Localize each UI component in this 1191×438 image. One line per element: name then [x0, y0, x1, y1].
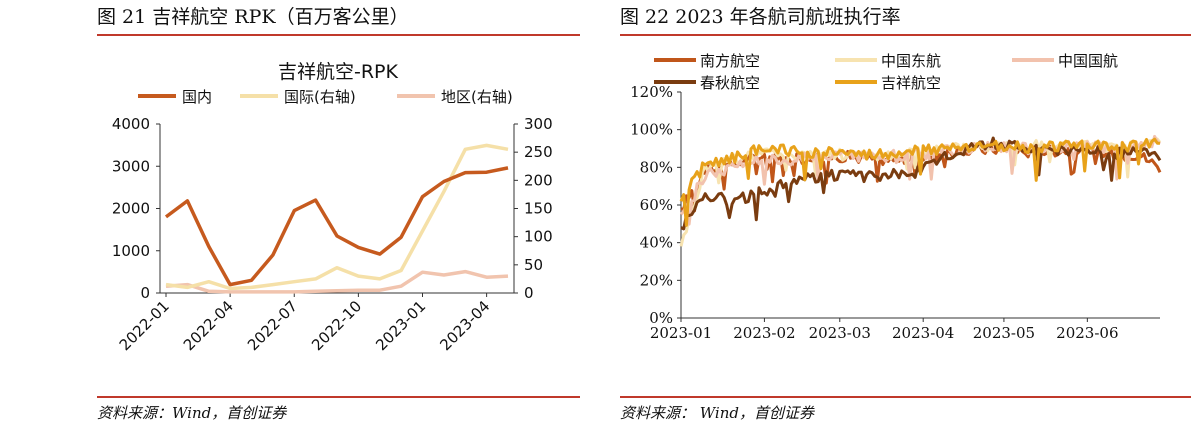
- y-right-tick-label: 150: [524, 200, 553, 218]
- y-right-tick-label: 200: [524, 171, 553, 189]
- legend-label-1: 中国东航: [881, 52, 941, 70]
- y-tick-label: 80%: [640, 158, 673, 176]
- x-tick-label: 2023-02: [733, 324, 795, 342]
- y-right-tick-label: 100: [524, 228, 553, 246]
- y-tick-label: 20%: [640, 271, 673, 289]
- title-divider-left: [97, 34, 580, 36]
- y-tick-label: 60%: [640, 196, 673, 214]
- x-tick-label: 2023-05: [973, 324, 1035, 342]
- y-left-tick-label: 1000: [112, 242, 150, 260]
- y-tick-label: 40%: [640, 234, 673, 252]
- source-left: 资料来源：Wind，首创证券: [97, 404, 287, 422]
- y-left-tick-label: 3000: [112, 157, 150, 175]
- x-tick-label: 2022-01: [116, 297, 173, 354]
- x-tick-label: 2023-04: [892, 324, 954, 342]
- legend-label-1: 国际(右轴): [284, 88, 356, 106]
- figure-title-right: 图 22 2023 年各航司航班执行率: [620, 6, 901, 28]
- y-right-tick-label: 250: [524, 143, 553, 161]
- x-tick-label: 2023-01: [372, 297, 429, 354]
- legend-label-4: 吉祥航空: [881, 74, 941, 92]
- y-left-tick-label: 0: [140, 284, 150, 302]
- x-tick-label: 2022-04: [180, 297, 237, 354]
- x-tick-label: 2022-07: [244, 297, 301, 354]
- chart-title: 吉祥航空-RPK: [278, 61, 399, 83]
- x-tick-label: 2023-03: [809, 324, 871, 342]
- series-line-1: [165, 143, 509, 291]
- y-right-tick-label: 300: [524, 115, 553, 133]
- source-divider-left: [97, 396, 580, 398]
- y-right-tick-label: 50: [524, 256, 543, 274]
- y-right-tick-label: 0: [524, 284, 534, 302]
- rpk-chart: 吉祥航空-RPK 国内 国际(右轴) 地区(右轴) 0 1000 2000 3000 4000 0…: [112, 61, 553, 354]
- series-line-2: [679, 134, 1162, 226]
- y-left-tick-label: 2000: [112, 200, 150, 218]
- legend-label-0: 国内: [182, 88, 212, 106]
- figure-title-left: 图 21 吉祥航空 RPK（百万客公里）: [97, 6, 409, 28]
- series-line-2: [165, 269, 509, 294]
- legend-label-0: 南方航空: [700, 52, 760, 70]
- legend-label-3: 春秋航空: [700, 74, 760, 92]
- x-tick-label: 2023-01: [650, 324, 712, 342]
- x-tick-label: 2022-10: [308, 297, 365, 354]
- y-tick-label: 100%: [630, 121, 673, 139]
- series-line-0: [164, 166, 509, 287]
- x-tick-label: 2023-04: [436, 297, 493, 354]
- x-tick-label: 2023-06: [1056, 324, 1118, 342]
- source-divider-right: [620, 396, 1191, 398]
- legend-label-2: 中国国航: [1058, 52, 1118, 70]
- title-divider-right: [620, 34, 1191, 36]
- y-left-tick-label: 4000: [112, 115, 150, 133]
- y-tick-label: 120%: [630, 83, 673, 101]
- source-right: 资料来源： Wind，首创证券: [620, 404, 814, 422]
- series-line-4: [679, 137, 1161, 227]
- y-tick-label: 0%: [649, 309, 673, 327]
- legend-label-2: 地区(右轴): [441, 88, 513, 106]
